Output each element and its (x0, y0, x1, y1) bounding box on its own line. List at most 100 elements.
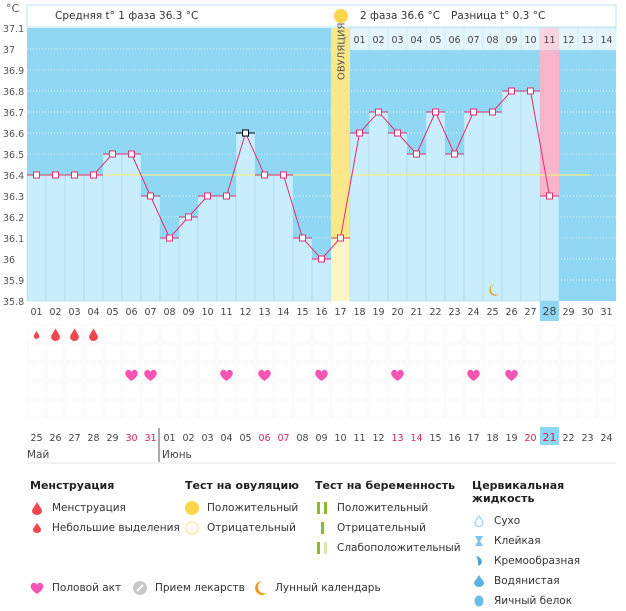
temp-bar (425, 111, 446, 302)
temp-bar (64, 174, 85, 302)
heart-icon (125, 369, 138, 381)
drop-icon (51, 328, 60, 342)
symptom-cell (597, 324, 616, 343)
phase2-day-label: 09 (505, 35, 517, 46)
symptom-cell (502, 400, 521, 419)
y-tick-label: 36.3 (3, 192, 24, 203)
heart-icon (220, 369, 233, 381)
symptom-cell (559, 362, 578, 381)
symptom-cell (160, 381, 179, 400)
symptom-cell (84, 400, 103, 419)
date-label: 05 (239, 433, 251, 444)
symptom-cell (445, 324, 464, 343)
date-label: 22 (562, 433, 574, 444)
temp-bar (235, 132, 256, 302)
date-label: 02 (182, 433, 194, 444)
y-tick-label: 35.9 (3, 276, 24, 287)
symptom-cell (369, 343, 388, 362)
temp-point (261, 171, 268, 179)
date-label: 12 (372, 433, 384, 444)
date-label: 20 (524, 433, 536, 444)
phase2-day-label: 13 (581, 35, 593, 46)
cycle-day-label: 22 (429, 307, 441, 318)
symptom-cell (407, 343, 426, 362)
symptom-cell (502, 343, 521, 362)
symptom-cell (65, 381, 84, 400)
header-box (26, 4, 617, 28)
symptom-cell (407, 362, 426, 381)
temp-point (166, 234, 173, 242)
symptom-cell (27, 343, 46, 362)
phase2-day-label: 11 (543, 35, 555, 46)
heart-icon (315, 369, 328, 381)
date-label: 18 (486, 433, 498, 444)
symptom-cell (331, 324, 350, 343)
symptom-cell (540, 381, 559, 400)
temp-bar (83, 174, 104, 302)
symptom-cell (407, 381, 426, 400)
cycle-day-label: 29 (562, 307, 574, 318)
temp-point (223, 192, 230, 200)
symptom-cell (331, 362, 350, 381)
symptom-cell (103, 400, 122, 419)
symptom-cell (369, 381, 388, 400)
cycle-day-label: 14 (277, 307, 289, 318)
date-label: 08 (296, 433, 308, 444)
cycle-day-label: 23 (448, 307, 460, 318)
symptom-cell (27, 381, 46, 400)
temp-bar (349, 132, 370, 302)
temp-point (280, 171, 287, 179)
temp-point (33, 171, 40, 179)
symptom-cell (578, 324, 597, 343)
bbt-chart: °C Средняя t° 1 фаза 36.3 °C 2 фаза 36.6… (3, 2, 617, 464)
temp-bar (102, 153, 123, 302)
temp-point (394, 129, 401, 137)
date-label: 27 (68, 433, 80, 444)
y-tick-label: 37 (3, 45, 15, 56)
heart-icon (505, 369, 518, 381)
symptom-cell (84, 381, 103, 400)
cycle-day-label: 21 (410, 307, 422, 318)
symptom-cell (445, 343, 464, 362)
cycle-day-label: 06 (125, 307, 137, 318)
ovulation-label: ОВУЛЯЦИЯ (337, 23, 348, 81)
heart-icon (391, 369, 404, 381)
symptom-cell (46, 362, 65, 381)
ovulation-bar (331, 238, 350, 301)
cycle-day-label: 16 (315, 307, 327, 318)
legend-item: Сухо (494, 515, 521, 527)
symptom-cell (198, 362, 217, 381)
symptom-cell (350, 400, 369, 419)
symptom-cell (84, 324, 103, 343)
cycle-day-label: 12 (239, 307, 251, 318)
symptom-cell (236, 381, 255, 400)
symptom-cell (255, 381, 274, 400)
temp-difference: Разница t° 0.3 °C (451, 10, 545, 22)
creamy-icon (472, 554, 486, 568)
dry-icon (472, 514, 486, 528)
symptom-cell (521, 362, 540, 381)
symptom-cell (179, 381, 198, 400)
symptom-cell (274, 343, 293, 362)
symptom-cell (198, 400, 217, 419)
temp-point (147, 192, 154, 200)
legend-item: Водянистая (494, 575, 560, 587)
symptom-cell (426, 362, 445, 381)
symptom-cell (293, 362, 312, 381)
temp-point (337, 234, 344, 242)
symptom-cell (141, 381, 160, 400)
symptom-cell (445, 362, 464, 381)
symptom-cell (540, 343, 559, 362)
symptom-cell (521, 381, 540, 400)
legend-item: Половой акт (52, 582, 122, 594)
temp-point (90, 171, 97, 179)
symptom-cell (426, 324, 445, 343)
positive-circle-icon (185, 501, 199, 515)
symptom-cell (179, 343, 198, 362)
cycle-day-label: 03 (68, 307, 80, 318)
temp-bar (159, 237, 180, 302)
cycle-day-label: 01 (30, 307, 42, 318)
symptom-cell (426, 343, 445, 362)
symptom-cell (293, 381, 312, 400)
cycle-day-label: 18 (353, 307, 365, 318)
